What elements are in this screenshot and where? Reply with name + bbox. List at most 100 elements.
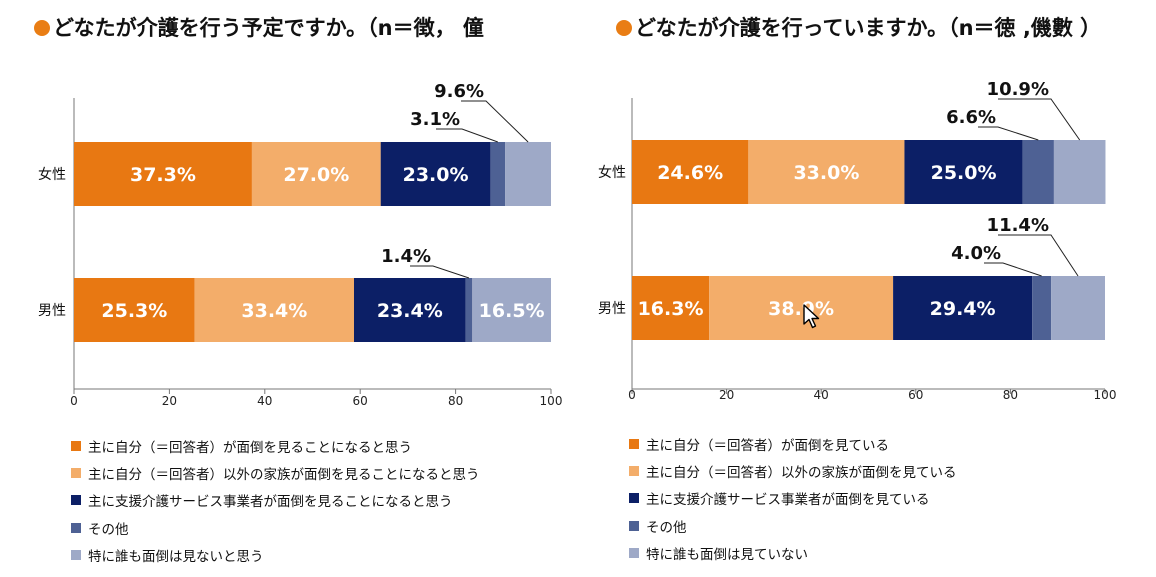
callout-leader-line <box>410 265 470 279</box>
bar-segment <box>748 140 905 204</box>
bar-segment <box>74 278 195 342</box>
legend-label: その他 <box>88 521 129 538</box>
bar-data-label: 25.0% <box>931 162 997 184</box>
chart-title: どなたが介護を行う予定ですか。（n＝徴， 僮 <box>34 12 484 42</box>
bar-data-label: 23.4% <box>377 300 443 322</box>
legend-swatch <box>71 468 81 479</box>
x-tick-label: 0 <box>628 388 636 402</box>
bar-data-label: 29.4% <box>930 298 996 320</box>
bar-segment <box>194 278 354 342</box>
chart-legend: 主に自分（＝回答者）が面倒を見ている主に自分（＝回答者）以外の家族が面倒を見てい… <box>629 430 957 567</box>
callout-data-label: 3.1% <box>410 109 460 130</box>
bar-segment <box>251 142 381 206</box>
bar-data-label: 33.4% <box>241 300 307 322</box>
bar-data-label: 33.0% <box>793 162 859 184</box>
legend-item: 特に誰も面倒は見ていない <box>629 540 957 567</box>
callout-leader-line <box>978 126 1039 141</box>
x-tick-label: 20 <box>719 388 734 402</box>
bar-segment <box>632 140 749 204</box>
legend-item: その他 <box>629 512 957 539</box>
legend-label: 主に支援介護サービス事業者が面倒を見ている <box>646 492 930 509</box>
chart-legend: 主に自分（＝回答者）が面倒を見ることになると思う主に自分（＝回答者）以外の家族が… <box>71 432 480 569</box>
legend-item: 主に自分（＝回答者）以外の家族が面倒を見ている <box>629 457 957 484</box>
x-tick-label: 80 <box>448 394 463 408</box>
bar-segment <box>893 276 1033 340</box>
x-tick-label: 60 <box>908 388 923 402</box>
legend-item: その他 <box>71 514 480 541</box>
legend-label: 特に誰も面倒は見ていない <box>646 547 808 564</box>
bar-segment <box>472 278 551 342</box>
callout-data-label: 1.4% <box>381 246 431 267</box>
mouse-cursor-icon <box>803 304 820 329</box>
title-bullet-icon <box>616 20 632 36</box>
legend-label: 主に自分（＝回答者）が面倒を見ている <box>646 437 889 454</box>
legend-swatch <box>629 548 639 559</box>
legend-item: 主に自分（＝回答者）が面倒を見ることになると思う <box>71 432 480 459</box>
bar-segment <box>904 140 1023 204</box>
legend-swatch <box>629 493 639 504</box>
callout-leader-line <box>436 128 498 143</box>
bar-data-label: 23.0% <box>403 164 469 186</box>
legend-label: 主に自分（＝回答者）以外の家族が面倒を見ることになると思う <box>88 467 480 484</box>
legend-item: 特に誰も面倒は見ないと思う <box>71 542 480 569</box>
bar-segment <box>1032 276 1052 340</box>
callout-data-label: 11.4% <box>987 215 1049 236</box>
bar-data-label: 24.6% <box>657 162 723 184</box>
x-tick-label: 100 <box>1094 388 1117 402</box>
callout-data-label: 4.0% <box>951 243 1001 264</box>
bar-segment <box>380 142 491 206</box>
bar-data-label: 25.3% <box>101 300 167 322</box>
stacked-bar-chart: 0 20 40 60 80 100 女性 24.6% 33.0% 25.0% 6.6% 10.9% 男性… <box>598 79 1117 402</box>
legend-label: 主に自分（＝回答者）が面倒を見ることになると思う <box>88 439 412 456</box>
category-label: 男性 <box>38 303 66 319</box>
bar-segment <box>709 276 894 340</box>
x-tick-label: 40 <box>814 388 829 402</box>
legend-label: 主に支援介護サービス事業者が面倒を見ることになると思う <box>88 494 453 511</box>
bar-segment <box>490 142 506 206</box>
legend-item: 主に支援介護サービス事業者が面倒を見ている <box>629 485 957 512</box>
category-label: 女性 <box>38 166 66 183</box>
legend-swatch <box>629 466 639 477</box>
bar-data-label: 38.9% <box>768 298 834 320</box>
category-label: 男性 <box>598 301 626 317</box>
x-tick-label: 40 <box>257 394 272 408</box>
legend-swatch <box>71 550 81 561</box>
chart-title-text: どなたが介護を行う予定ですか。（n＝徴， 僮 <box>53 16 484 40</box>
bar-data-label: 27.0% <box>283 164 349 186</box>
bar-segment <box>1051 276 1105 340</box>
x-tick-label: 80 <box>1003 388 1018 402</box>
x-tick-label: 100 <box>540 394 563 408</box>
bar-segment <box>1022 140 1054 204</box>
legend-swatch <box>629 438 639 449</box>
bar-segment <box>632 276 710 340</box>
callout-leader-line <box>998 98 1081 141</box>
callout-data-label: 10.9% <box>987 79 1049 100</box>
bar-segment <box>74 142 252 206</box>
x-tick-label: 20 <box>162 394 177 408</box>
bar-data-label: 16.5% <box>479 300 545 322</box>
callout-leader-line <box>984 262 1042 277</box>
legend-swatch <box>629 520 639 531</box>
stacked-bar-chart: 0 20 40 60 80 100 女性 37.3% 27.0% 23.0% 3.1% 9.6% 男性 2… <box>38 81 563 408</box>
legend-swatch <box>71 495 81 506</box>
legend-label: その他 <box>646 519 687 536</box>
chart-panel-left: どなたが介護を行う予定ですか。（n＝徴， 僮 0 20 40 60 80 100 女性 37.… <box>34 12 563 569</box>
bar-segment <box>353 278 466 342</box>
title-bullet-icon <box>34 20 50 36</box>
legend-swatch <box>71 440 81 451</box>
legend-label: 主に自分（＝回答者）以外の家族が面倒を見ている <box>646 465 957 482</box>
legend-item: 主に自分（＝回答者）が面倒を見ている <box>629 430 957 457</box>
legend-item: 主に自分（＝回答者）以外の家族が面倒を見ることになると思う <box>71 459 480 486</box>
legend-item: 主に支援介護サービス事業者が面倒を見ることになると思う <box>71 487 480 514</box>
x-tick-label: 0 <box>70 394 78 408</box>
callout-leader-line <box>998 234 1079 277</box>
callout-data-label: 6.6% <box>946 107 996 128</box>
bar-segment <box>505 142 551 206</box>
chart-title-text: どなたが介護を行っていますか。（n＝徳 ,僟數 ） <box>635 16 1102 40</box>
chart-panel-right: どなたが介護を行っていますか。（n＝徳 ,僟數 ） 0 20 40 60 80 100 女性… <box>578 0 1156 577</box>
chart-title: どなたが介護を行っていますか。（n＝徳 ,僟數 ） <box>616 12 1101 42</box>
legend-label: 特に誰も面倒は見ないと思う <box>88 549 264 566</box>
bar-segment <box>465 278 473 342</box>
bar-data-label: 16.3% <box>638 298 704 320</box>
x-tick-label: 60 <box>353 394 368 408</box>
